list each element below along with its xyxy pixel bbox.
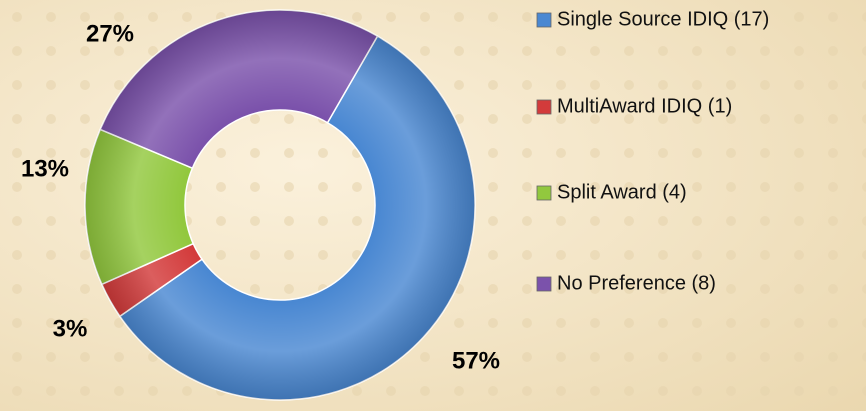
- legend-swatch: [536, 12, 552, 28]
- legend-swatch: [536, 276, 552, 292]
- data-label: 57%: [452, 347, 500, 374]
- data-label: 3%: [53, 315, 88, 342]
- data-label: 13%: [21, 155, 69, 182]
- legend-swatch: [536, 185, 552, 201]
- data-label: 27%: [86, 20, 134, 47]
- legend-label: MultiAward IDIQ (1): [557, 95, 732, 117]
- legend-label: Split Award (4): [557, 181, 687, 203]
- legend-label: No Preference (8): [557, 272, 716, 294]
- legend-swatch: [536, 99, 552, 115]
- legend-label: Single Source IDIQ (17): [557, 8, 769, 30]
